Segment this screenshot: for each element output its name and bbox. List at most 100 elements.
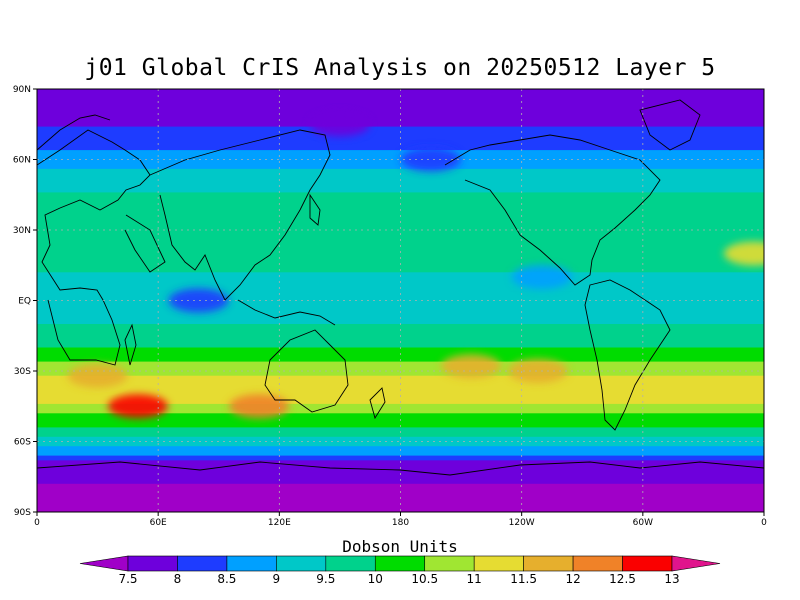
coast-greenland (639, 99, 701, 151)
zonal-band (37, 394, 764, 400)
lat-tick-label: 60S (14, 438, 31, 448)
zonal-band (37, 211, 764, 217)
zonal-band (37, 436, 764, 443)
zonal-band (37, 131, 764, 137)
zonal-band (37, 502, 764, 508)
coast-asia (149, 129, 331, 301)
zonal-band (37, 413, 764, 419)
zonal-band (37, 324, 764, 330)
zonal-band (37, 474, 764, 480)
field-extremum (441, 354, 502, 379)
zonal-band (37, 403, 764, 410)
lat-tick-label: 30N (13, 226, 31, 236)
ozone-anomalies (67, 112, 764, 419)
coastlines (37, 99, 764, 476)
colorbar-swatch (473, 555, 524, 572)
coast-africa-europe (37, 129, 151, 366)
zonal-band (37, 192, 764, 198)
colorbar-tick-label: 11 (467, 572, 482, 586)
zonal-band (37, 107, 764, 114)
zonal-band (37, 215, 764, 222)
colorbar-tick-label: 12 (565, 572, 580, 586)
colorbar-swatch (226, 555, 277, 572)
zonal-band (37, 126, 764, 132)
colorbar-swatch (424, 555, 475, 572)
zonal-band (37, 197, 764, 203)
colorbar-tick-label: 7.5 (118, 572, 137, 586)
coast-maritime (237, 299, 336, 326)
field-extremum (309, 112, 370, 137)
lat-lon-grid (37, 89, 764, 512)
colorbar-tick-label: 12.5 (609, 572, 636, 586)
coast-europe-north (37, 114, 111, 151)
zonal-band (37, 262, 764, 269)
lon-tick-label: 0 (34, 518, 40, 528)
colorbar-swatch (572, 555, 623, 572)
lon-tick-label: 120W (509, 518, 535, 528)
zonal-band (37, 455, 764, 461)
colorbar-swatch (622, 555, 673, 572)
zonal-band (37, 168, 764, 175)
lat-tick-label: 90N (13, 85, 31, 95)
zonal-band (37, 272, 764, 278)
zonal-band (37, 389, 764, 396)
zonal-band (37, 361, 764, 367)
zonal-band (37, 427, 764, 433)
coast-australia (264, 329, 349, 413)
field-extremum (168, 288, 229, 313)
field-extremum (67, 363, 128, 388)
coast-new-zealand (369, 387, 386, 420)
zonal-band (37, 253, 764, 259)
zonal-band (37, 154, 764, 161)
zonal-band (37, 469, 764, 475)
colorbar-tick-labels: 7.5 8 8.5 9 9.5 10 10.5 11 11.5 12 12.5 13 (118, 572, 679, 586)
lon-tick-label: 0 (761, 518, 767, 528)
colorbar-swatch (325, 555, 376, 572)
coast-madagascar (124, 323, 137, 366)
zonal-band (37, 479, 764, 485)
colorbar-swatch (374, 555, 426, 572)
coast-south-america (584, 279, 671, 431)
zonal-band (37, 450, 764, 457)
zonal-band (37, 286, 764, 292)
zonal-band (37, 239, 764, 245)
field-extremum (507, 359, 568, 383)
zonal-band (37, 446, 764, 452)
zonal-band (37, 319, 764, 325)
coast-japan (309, 193, 321, 226)
zonal-band (37, 277, 764, 283)
lat-tick-label: 90S (14, 508, 31, 518)
zonal-band (37, 371, 764, 377)
zonal-band (37, 300, 764, 306)
chart-title: j01 Global CrIS Analysis on 20250512 Lay… (84, 55, 716, 81)
colorbar-label: Dobson Units (342, 537, 458, 556)
lon-tick-label: 60W (633, 518, 653, 528)
zonal-band (37, 342, 764, 349)
zonal-band (37, 234, 764, 240)
lat-tick-label: 30S (14, 367, 31, 377)
zonal-band (37, 173, 764, 179)
zonal-band (37, 164, 764, 170)
colorbar-tick-label: 9.5 (316, 572, 335, 586)
field-extremum (723, 241, 764, 266)
lon-tick-label: 180 (392, 518, 409, 528)
coast-antarctica (37, 461, 764, 476)
colorbar-tick-label: 8 (174, 572, 182, 586)
colorbar-tick-label: 10.5 (411, 572, 438, 586)
colorbar (79, 555, 721, 572)
zonal-band (37, 338, 764, 344)
zonal-band (37, 366, 764, 372)
coast-north-america (444, 134, 661, 286)
colorbar-swatch (276, 555, 327, 572)
colorbar-swatch (523, 555, 574, 572)
colorbar-tick-label: 8.5 (217, 572, 236, 586)
colorbar-arrow-low (79, 555, 129, 572)
longitude-tick-labels: 0 60E 120E 180 120W 60W 0 (34, 512, 767, 528)
zonal-band (37, 497, 764, 504)
zonal-band (37, 328, 764, 334)
colorbar-tick-label: 9 (273, 572, 281, 586)
zonal-band (37, 258, 764, 264)
zonal-band (37, 408, 764, 414)
zonal-band (37, 385, 764, 391)
colorbar-swatch (127, 555, 178, 572)
